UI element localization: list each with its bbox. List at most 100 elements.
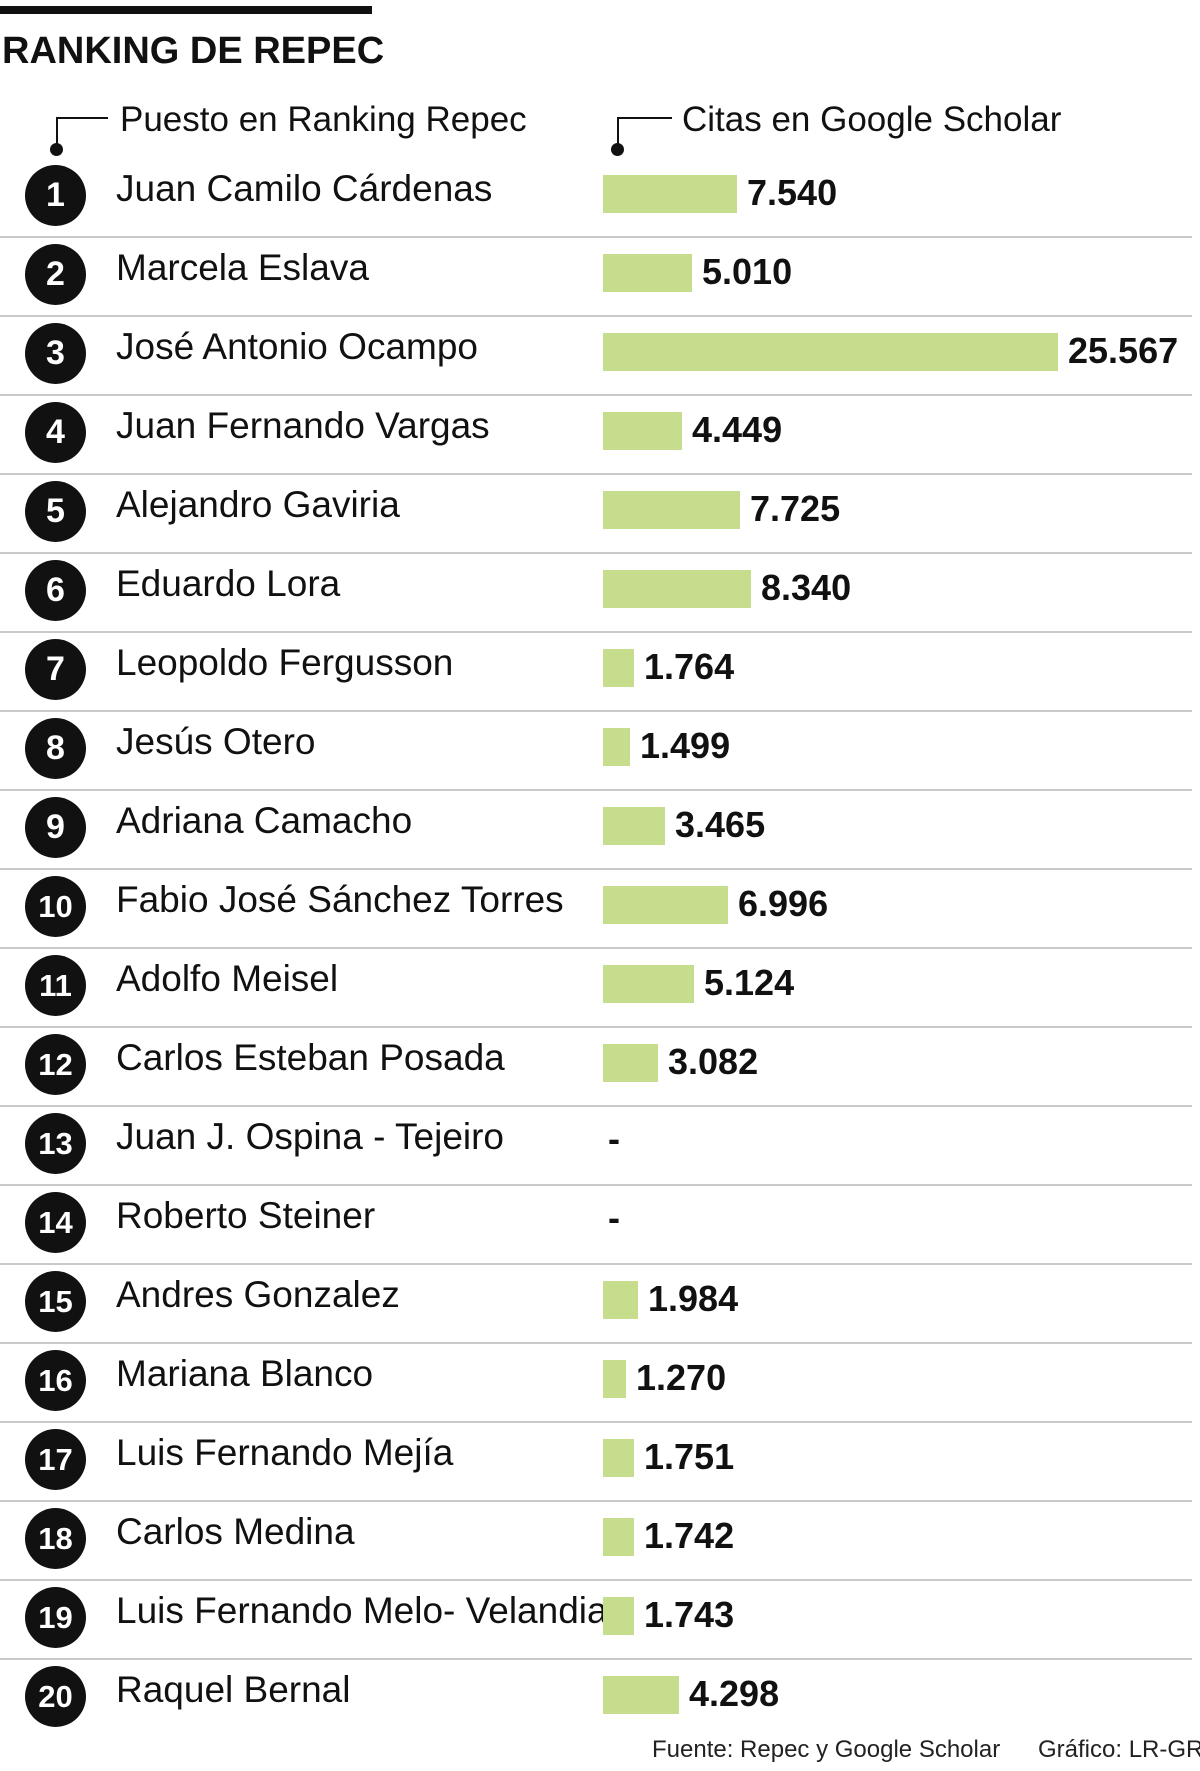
economist-name: Adolfo Meisel	[116, 958, 339, 999]
ranking-row: 15 Andres Gonzalez 1.984	[0, 1264, 1192, 1344]
economist-name: Adriana Camacho	[116, 800, 413, 841]
economist-name: Luis Fernando Mejía	[116, 1432, 454, 1473]
rank-badge: 14	[25, 1192, 86, 1253]
rank-badge: 12	[25, 1034, 86, 1095]
row-divider	[0, 631, 1192, 633]
citation-value-label: 5.124	[704, 962, 795, 1003]
row-divider	[0, 1026, 1192, 1028]
citations-column-header: Citas en Google Scholar	[682, 100, 1062, 139]
citation-value-label: 1.751	[644, 1436, 735, 1477]
graphic-credit: Gráfico: LR-GR	[1038, 1736, 1200, 1763]
economist-name: Jesús Otero	[116, 721, 316, 762]
rank-badge: 20	[25, 1666, 86, 1727]
row-divider	[0, 552, 1192, 554]
citation-bar	[603, 1044, 658, 1082]
citation-bar	[603, 570, 751, 608]
row-divider	[0, 1579, 1192, 1581]
rank-badge: 4	[25, 402, 86, 463]
source-note: Fuente: Repec y Google Scholar	[652, 1736, 1001, 1763]
ranking-row: 4 Juan Fernando Vargas 4.449	[0, 395, 1192, 475]
ranking-row: 16 Mariana Blanco 1.270	[0, 1343, 1192, 1423]
right-header-connector-horizontal	[617, 117, 672, 119]
citation-value-label: 7.540	[747, 172, 838, 213]
rank-badge: 18	[25, 1508, 86, 1569]
citation-value-label: 4.298	[689, 1673, 780, 1714]
economist-name: José Antonio Ocampo	[116, 326, 478, 367]
citation-bar	[603, 1360, 626, 1398]
rank-badge: 9	[25, 797, 86, 858]
row-divider	[0, 236, 1192, 238]
row-divider	[0, 1184, 1192, 1186]
rank-badge: 16	[25, 1350, 86, 1411]
row-divider	[0, 710, 1192, 712]
rank-badge: 11	[25, 955, 86, 1016]
ranking-row: 17 Luis Fernando Mejía 1.751	[0, 1422, 1192, 1502]
ranking-row: 5 Alejandro Gaviria 7.725	[0, 474, 1192, 554]
economist-name: Juan J. Ospina - Tejeiro	[116, 1116, 505, 1157]
citation-value-label: 4.449	[692, 409, 783, 450]
citation-value-label: 6.996	[738, 883, 829, 924]
ranking-row: 8 Jesús Otero 1.499	[0, 711, 1192, 791]
ranking-row: 7 Leopoldo Fergusson 1.764	[0, 632, 1192, 712]
ranking-row: 19 Luis Fernando Melo- Velandia 1.743	[0, 1580, 1192, 1660]
chart-title: RANKING DE REPEC	[2, 30, 385, 72]
citation-value-label: 1.764	[644, 646, 735, 687]
economist-name: Juan Camilo Cárdenas	[116, 168, 493, 209]
left-header-connector-vertical	[56, 117, 58, 145]
economist-name: Fabio José Sánchez Torres	[116, 879, 564, 920]
citation-value-label: 3.082	[668, 1041, 759, 1082]
economist-name: Juan Fernando Vargas	[116, 405, 490, 446]
left-header-connector-horizontal	[56, 117, 108, 119]
citation-value-label: 1.743	[644, 1594, 735, 1635]
ranking-row: 12 Carlos Esteban Posada 3.082	[0, 1027, 1192, 1107]
citation-bar	[603, 965, 694, 1003]
rank-badge: 19	[25, 1587, 86, 1648]
citation-bar	[603, 1676, 679, 1714]
no-data-dash: -	[608, 1197, 620, 1238]
ranking-row: 2 Marcela Eslava 5.010	[0, 237, 1192, 317]
citation-bar	[603, 1281, 638, 1319]
rank-badge: 10	[25, 876, 86, 937]
economist-name: Luis Fernando Melo- Velandia	[116, 1590, 608, 1631]
citation-bar	[603, 1597, 634, 1635]
ranking-row: 9 Adriana Camacho 3.465	[0, 790, 1192, 870]
citation-value-label: 1.984	[648, 1278, 739, 1319]
citation-bar	[603, 175, 737, 213]
economist-name: Raquel Bernal	[116, 1669, 351, 1710]
ranking-row: 11 Adolfo Meisel 5.124	[0, 948, 1192, 1028]
citation-value-label: 7.725	[750, 488, 841, 529]
citation-bar	[603, 254, 692, 292]
ranking-row: 18 Carlos Medina 1.742	[0, 1501, 1192, 1581]
ranking-row: 1 Juan Camilo Cárdenas 7.540	[0, 158, 1192, 238]
citation-bar	[603, 728, 630, 766]
citation-bar	[603, 1439, 634, 1477]
citation-value-label: 3.465	[675, 804, 766, 845]
economist-name: Roberto Steiner	[116, 1195, 376, 1236]
rank-badge: 8	[25, 718, 86, 779]
rank-column-header: Puesto en Ranking Repec	[120, 100, 527, 139]
left-header-dot-icon	[50, 143, 63, 156]
citation-bar	[603, 491, 740, 529]
economist-name: Leopoldo Fergusson	[116, 642, 454, 683]
ranking-row: 10 Fabio José Sánchez Torres 6.996	[0, 869, 1192, 949]
economist-name: Andres Gonzalez	[116, 1274, 400, 1315]
citation-bar	[603, 807, 665, 845]
rank-badge: 13	[25, 1113, 86, 1174]
rank-badge: 3	[25, 323, 86, 384]
citation-bar	[603, 649, 634, 687]
right-header-connector-vertical	[617, 117, 619, 145]
economist-name: Alejandro Gaviria	[116, 484, 400, 525]
economist-name: Marcela Eslava	[116, 247, 369, 288]
citation-bar	[603, 412, 682, 450]
economist-name: Carlos Esteban Posada	[116, 1037, 505, 1078]
right-header-dot-icon	[611, 143, 624, 156]
ranking-row: 20 Raquel Bernal 4.298	[0, 1659, 1192, 1738]
citation-value-label: 25.567	[1068, 330, 1179, 371]
economist-name: Carlos Medina	[116, 1511, 355, 1552]
row-divider	[0, 1263, 1192, 1265]
ranking-row: 14 Roberto Steiner -	[0, 1185, 1192, 1265]
row-divider	[0, 1658, 1192, 1660]
rank-badge: 2	[25, 244, 86, 305]
citation-bar	[603, 333, 1058, 371]
